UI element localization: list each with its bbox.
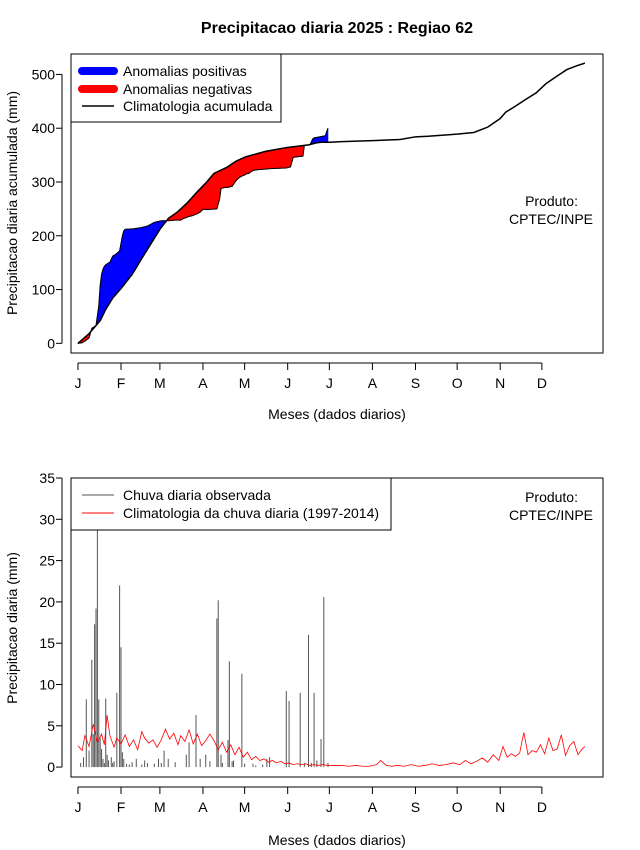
legend-label-positive: Anomalias positivas	[123, 63, 247, 79]
legend-label-negative: Anomalias negativas	[123, 81, 252, 97]
climatology-cumulative-line	[77, 62, 586, 344]
product-label: Produto:	[525, 489, 578, 505]
legend-label-climatology: Climatologia acumulada	[123, 98, 273, 114]
x-tick-label: J	[326, 375, 333, 391]
x-tick-label: M	[239, 799, 251, 815]
y-tick-label: 200	[32, 228, 56, 244]
y-tick-label: 10	[39, 676, 55, 692]
product-label: Produto:	[525, 193, 578, 209]
x-tick-label: J	[284, 799, 291, 815]
x-axis-label: Meses (dados diarios)	[268, 832, 406, 848]
anomaly-fill-layer	[77, 128, 329, 344]
x-tick-label: N	[495, 375, 505, 391]
y-axis: 0 5 10 15 20 25 30 35	[39, 470, 63, 775]
y-tick-label: 100	[32, 282, 56, 298]
x-tick-label: A	[368, 799, 378, 815]
legend-box	[70, 477, 392, 531]
y-tick-label: 20	[39, 594, 55, 610]
x-tick-label: M	[154, 799, 166, 815]
y-tick-label: 15	[39, 635, 55, 651]
y-tick-label: 30	[39, 511, 55, 527]
x-tick-label: O	[452, 799, 463, 815]
y-tick-label: 300	[32, 174, 56, 190]
y-tick-label: 25	[39, 553, 55, 569]
x-tick-label: A	[198, 799, 208, 815]
climatology-line-layer	[77, 714, 586, 767]
legend-label-climatology: Climatologia da chuva diaria (1997-2014)	[123, 505, 379, 521]
product-source: CPTEC/INPE	[509, 507, 593, 523]
x-tick-label: D	[537, 375, 547, 391]
x-tick-label: N	[495, 799, 505, 815]
y-tick-label: 0	[47, 335, 55, 351]
legend-label-observed: Chuva diaria observada	[123, 487, 271, 503]
y-tick-label: 400	[32, 120, 56, 136]
y-tick-label: 0	[47, 759, 55, 775]
x-axis-label: Meses (dados diarios)	[268, 406, 406, 422]
x-tick-label: J	[74, 375, 81, 391]
observed-cumulative-line	[77, 128, 329, 344]
x-tick-label: J	[326, 799, 333, 815]
x-tick-label: S	[411, 375, 420, 391]
legend: Chuva diaria observada Climatologia da c…	[70, 477, 392, 531]
cumulative-chart: 0 100 200 300 400 500 J F M A M J J A S O N D Precipitac…	[4, 53, 604, 422]
y-tick-label: 5	[47, 718, 55, 734]
observed-bars-layer	[80, 478, 329, 768]
y-axis-label: Precipitacao diaria (mm)	[4, 552, 20, 704]
x-tick-label: D	[537, 799, 547, 815]
x-tick-label: F	[117, 799, 126, 815]
y-axis-label: Precipitacao diaria acumulada (mm)	[4, 91, 20, 315]
x-tick-label: A	[198, 375, 208, 391]
x-tick-label: J	[74, 799, 81, 815]
x-tick-label: M	[154, 375, 166, 391]
x-tick-label: J	[284, 375, 291, 391]
x-tick-label: O	[452, 375, 463, 391]
x-tick-label: A	[368, 375, 378, 391]
x-tick-label: M	[239, 375, 251, 391]
chart-title: Precipitacao diaria 2025 : Regiao 62	[201, 20, 473, 37]
daily-chart: 0 5 10 15 20 25 30 35 J F M A M J J A S O N D Precipitacao…	[4, 470, 604, 848]
cumulative-lines-layer	[77, 62, 586, 344]
plot-frame	[70, 53, 604, 354]
x-tick-label: F	[117, 375, 126, 391]
climatology-daily-line	[77, 714, 586, 767]
product-source: CPTEC/INPE	[509, 211, 593, 227]
y-tick-label: 500	[32, 66, 56, 82]
x-tick-label: S	[411, 799, 420, 815]
y-tick-label: 35	[39, 470, 55, 486]
y-axis: 0 100 200 300 400 500	[32, 66, 63, 351]
legend: Anomalias positivas Anomalias negativas …	[70, 53, 282, 123]
